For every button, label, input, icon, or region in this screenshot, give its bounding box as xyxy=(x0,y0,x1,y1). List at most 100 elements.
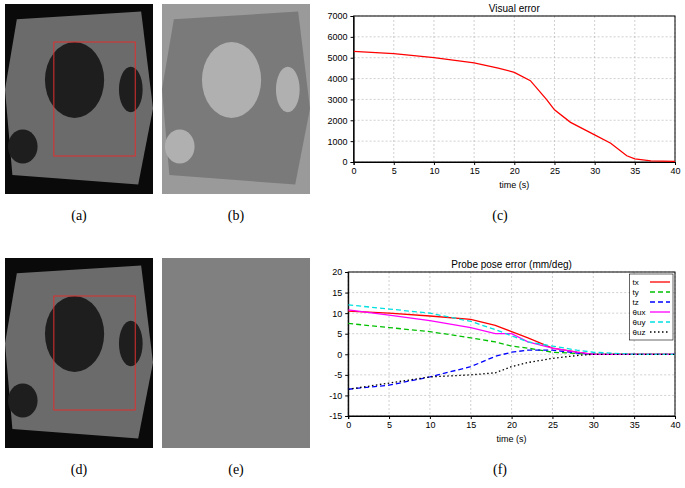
series-line xyxy=(348,354,675,389)
legend-box xyxy=(630,274,673,340)
tick-label: 15 xyxy=(332,288,342,298)
tick: -10 xyxy=(329,391,348,401)
grid-line xyxy=(354,99,675,100)
axis-title: time (s) xyxy=(499,180,529,190)
organ xyxy=(119,67,143,113)
tick-label: 6000 xyxy=(328,32,348,42)
tick-label: 10 xyxy=(429,166,439,176)
grid-line xyxy=(354,57,675,58)
plot-frame xyxy=(348,272,675,416)
grid-line xyxy=(389,272,390,416)
series-line xyxy=(348,323,675,354)
tick-label: 0 xyxy=(343,157,348,167)
image-background xyxy=(5,258,153,448)
tick: 2000 xyxy=(328,116,354,126)
tick: 30 xyxy=(589,416,599,430)
legend-swatch xyxy=(650,331,670,332)
x-axis: 0510152025303540 xyxy=(346,416,680,430)
tick: 0 xyxy=(352,162,357,176)
tick-label: 0 xyxy=(337,350,342,360)
image-background xyxy=(162,258,310,448)
tick: 20 xyxy=(332,267,348,277)
tick: 30 xyxy=(590,162,600,176)
legend-label: θux xyxy=(633,308,646,317)
organ xyxy=(165,129,195,163)
tick: 4000 xyxy=(328,74,354,84)
image-panel xyxy=(5,4,153,194)
grid-line xyxy=(354,120,675,121)
plot-area xyxy=(354,51,675,161)
chart: 0510152025303540010002000300040005000600… xyxy=(328,3,681,190)
grid-line xyxy=(554,16,555,162)
organ xyxy=(202,42,261,118)
region-of-interest xyxy=(54,296,135,410)
figure: (a)(b)(c)(d)(e)(f)0510152025303540010002… xyxy=(0,0,685,488)
tick-label: 15 xyxy=(470,166,480,176)
tick-label: 35 xyxy=(630,420,640,430)
grid-line xyxy=(348,374,675,375)
panel-label: (e) xyxy=(228,462,244,478)
grid-line xyxy=(393,16,394,162)
tick: 6000 xyxy=(328,32,354,42)
chart-title: Probe pose error (mm/deg) xyxy=(451,259,572,270)
series-line xyxy=(348,350,675,389)
tick: -5 xyxy=(334,370,348,380)
grid-line xyxy=(552,272,553,416)
legend-label: θuz xyxy=(633,328,646,337)
grid-line xyxy=(514,16,515,162)
image-panel xyxy=(5,258,153,448)
tick-label: 0 xyxy=(346,420,351,430)
organ xyxy=(119,321,143,367)
grid-line xyxy=(348,395,675,396)
tick: 25 xyxy=(550,162,560,176)
tick-label: 7000 xyxy=(328,11,348,21)
region-of-interest xyxy=(54,42,135,156)
grid-line xyxy=(470,272,471,416)
tick-label: 40 xyxy=(670,166,680,176)
tick: 15 xyxy=(470,162,480,176)
tick: 10 xyxy=(425,416,435,430)
tick-label: -5 xyxy=(334,370,342,380)
legend-label: tz xyxy=(633,298,639,307)
legend-swatch xyxy=(650,301,670,302)
organ xyxy=(8,383,38,417)
legend-swatch xyxy=(650,321,670,322)
tick: 1000 xyxy=(328,137,354,147)
grid-line xyxy=(593,272,594,416)
legend-label: θuy xyxy=(633,318,646,327)
tick-label: 30 xyxy=(589,420,599,430)
image-panel xyxy=(162,258,310,448)
tick-label: 5 xyxy=(387,420,392,430)
tick: 25 xyxy=(548,416,558,430)
grid xyxy=(354,16,675,162)
series-line xyxy=(348,311,675,354)
tick: 5 xyxy=(387,416,392,430)
series-line xyxy=(348,305,675,354)
y-axis: -15 -10 -5 0 5 10 15 20 xyxy=(329,267,349,421)
tick: -15 xyxy=(329,411,348,421)
grid-line xyxy=(354,36,675,37)
chart: 0 5 10 15 20 25 30 35 40 -15 -10 -5 0 5 10 15 20 Probe po… xyxy=(329,259,680,444)
grid-line xyxy=(474,16,475,162)
tick: 5 xyxy=(337,329,348,339)
grid-line xyxy=(634,16,635,162)
tick-label: 10 xyxy=(332,309,342,319)
grid-line xyxy=(433,16,434,162)
tick: 40 xyxy=(670,416,680,430)
panel-label: (f) xyxy=(493,462,507,478)
image-panel xyxy=(162,4,310,194)
tick-label: 0 xyxy=(352,166,357,176)
image-background xyxy=(5,4,153,194)
tick: 15 xyxy=(332,288,348,298)
grid-line xyxy=(354,78,675,79)
series-line xyxy=(354,51,675,161)
y-axis: 01000200030004000500060007000 xyxy=(328,11,355,167)
axis-title: time (s) xyxy=(497,434,527,444)
x-axis: 0510152025303540 xyxy=(352,162,681,176)
panel-label: (a) xyxy=(71,208,87,224)
series-line xyxy=(348,310,675,354)
tick: 5 xyxy=(392,162,397,176)
axis-line xyxy=(349,417,676,420)
tick: 0 xyxy=(346,416,351,430)
tick-label: 2000 xyxy=(328,116,348,126)
